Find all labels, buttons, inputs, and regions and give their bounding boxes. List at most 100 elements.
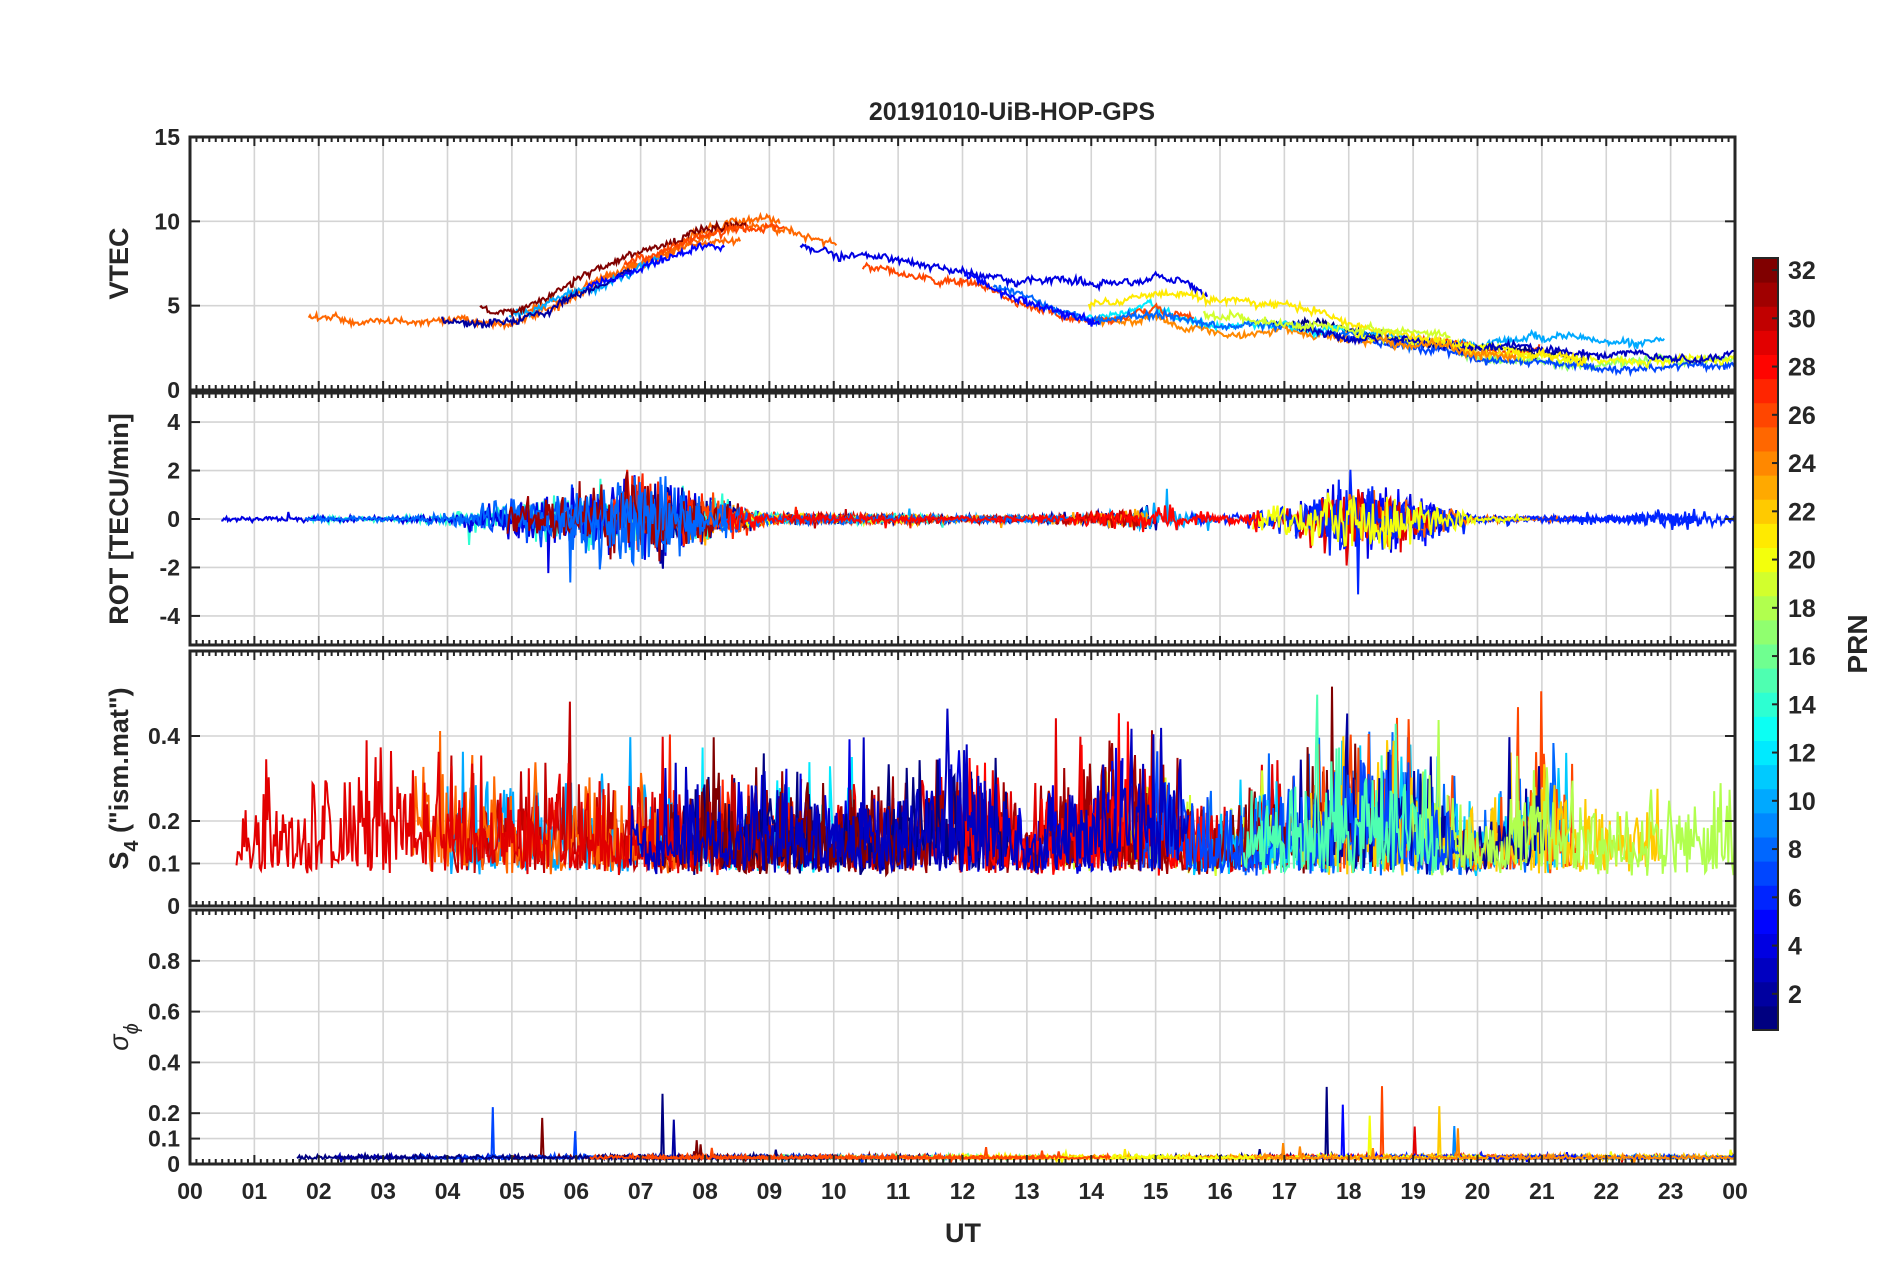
x-tick-label: 11 [886, 1178, 911, 1204]
y-label-sub: 4 [121, 840, 143, 852]
trace-prn [221, 475, 762, 574]
x-tick-label: 12 [950, 1178, 976, 1204]
x-tick-label: 03 [370, 1178, 396, 1204]
colorbar-segment [1753, 909, 1778, 934]
trace-prn [1252, 492, 1531, 550]
x-tick-label: 07 [628, 1178, 654, 1204]
x-tick-label: 09 [757, 1178, 783, 1204]
trace-prn [585, 241, 726, 290]
colorbar-label: PRN [1842, 614, 1873, 673]
colorbar-tick-label: 28 [1788, 354, 1816, 382]
colorbar-segment [1753, 571, 1778, 597]
y-axis-label: σϕ [104, 1023, 143, 1050]
colorbar-segment [1753, 523, 1778, 548]
y-tick-label: 0 [167, 506, 180, 532]
colorbar-tick-label: 10 [1788, 788, 1816, 816]
colorbar-segment [1753, 716, 1778, 741]
x-tick-label: 20 [1465, 1178, 1491, 1204]
trace-prn [235, 736, 695, 876]
colorbar-segment [1753, 475, 1778, 500]
x-tick-label: 14 [1078, 1178, 1104, 1204]
y-tick-label: 10 [154, 208, 180, 234]
colorbar-tick-label: 24 [1788, 450, 1816, 478]
y-tick-label: 0.4 [148, 1049, 180, 1075]
x-tick-label: 10 [821, 1178, 847, 1204]
trace-prn [1202, 308, 1451, 340]
x-axis-label: UT [945, 1218, 981, 1248]
colorbar-tick-label: 20 [1788, 547, 1816, 575]
colorbar-segment [1753, 764, 1778, 790]
x-tick-label: 15 [1143, 1178, 1169, 1204]
y-tick-label: 0.2 [148, 1100, 180, 1126]
y-axis-label: VTEC [104, 227, 134, 299]
trace-prn [441, 267, 632, 330]
panel-s4: 0 0.1 0.2 0.4S4 ("ism.mat") [104, 649, 1737, 919]
chart-title: 20191010-UiB-HOP-GPS [869, 98, 1155, 126]
x-tick-label: 05 [499, 1178, 525, 1204]
colorbar-segment [1753, 668, 1778, 693]
trace-prn [1242, 694, 1440, 875]
colorbar-segment [1753, 619, 1778, 645]
x-tick-label: 13 [1014, 1178, 1040, 1204]
colorbar-segment [1753, 861, 1778, 886]
x-tick-label: 08 [692, 1178, 718, 1204]
y-axis-label: S4 ("ism.mat") [104, 687, 143, 869]
trace-prn [1376, 333, 1517, 364]
x-tick-label: 01 [242, 1178, 268, 1204]
colorbar-segment [1753, 330, 1778, 355]
trace-prn [589, 1150, 1112, 1162]
y-tick-label: -4 [160, 603, 181, 629]
trace-prn [670, 220, 838, 255]
trace-prn [799, 243, 1209, 298]
colorbar-tick-label: 22 [1788, 498, 1816, 526]
trace-prn [1409, 719, 1735, 876]
colorbar-frame [1752, 257, 1779, 1031]
panel-rot: -4 -2 0 2 4 ROT [TECU/min] [104, 391, 1737, 647]
trace-prn [726, 504, 1262, 533]
x-tick-label: 06 [563, 1178, 589, 1204]
x-tick-label: 02 [306, 1178, 332, 1204]
colorbar-tick-label: 12 [1788, 740, 1816, 768]
x-tick-label: 22 [1593, 1178, 1619, 1204]
x-tick-label: 19 [1400, 1178, 1426, 1204]
y-tick-label: 0 [167, 377, 180, 403]
colorbar-tick-label: 16 [1788, 643, 1816, 671]
colorbar-tick-label: 6 [1788, 884, 1802, 912]
y-tick-label: 2 [167, 458, 180, 484]
x-tick-label: 04 [435, 1178, 461, 1204]
colorbar-tick-label: 8 [1788, 836, 1802, 864]
colorbar-segment [1753, 1005, 1778, 1031]
y-tick-label: 0.8 [148, 948, 180, 974]
y-tick-label: 0 [167, 893, 180, 919]
colorbar-segment [1753, 426, 1778, 452]
panel-sigma_phi: 00.10.2 0.4 0.6 0.8 σϕ 00 01 02 03 04 05 06 07 08 09 10… [104, 908, 1748, 1204]
traces [307, 211, 1735, 378]
traces [221, 469, 1735, 595]
y-tick-label: 0.1 [148, 851, 180, 877]
x-tick-label: 21 [1529, 1178, 1555, 1204]
trace-prn [1097, 310, 1381, 349]
y-tick-label: 0.6 [148, 999, 180, 1025]
colorbar-tick-label: 14 [1788, 691, 1816, 719]
colorbar-segment [1753, 957, 1778, 983]
x-tick-label: 17 [1272, 1178, 1298, 1204]
y-tick-label: 0.2 [148, 808, 180, 834]
y-tick-label: 0.4 [148, 723, 180, 749]
x-tick-label: 00 [1722, 1178, 1748, 1204]
trace-prn [1294, 323, 1735, 365]
x-tick-label: 00 [177, 1178, 203, 1204]
traces [296, 1086, 1735, 1164]
trace-prn [518, 211, 781, 316]
y-tick-label: 0 [167, 1151, 180, 1177]
trace-prn [479, 219, 749, 319]
y-tick-label: 4 [167, 409, 180, 435]
colorbar-tick-label: 18 [1788, 595, 1816, 623]
x-tick-label: 23 [1658, 1178, 1684, 1204]
trace-prn [628, 708, 1190, 875]
colorbar-segment [1753, 812, 1778, 838]
trace-prn [1297, 713, 1546, 876]
